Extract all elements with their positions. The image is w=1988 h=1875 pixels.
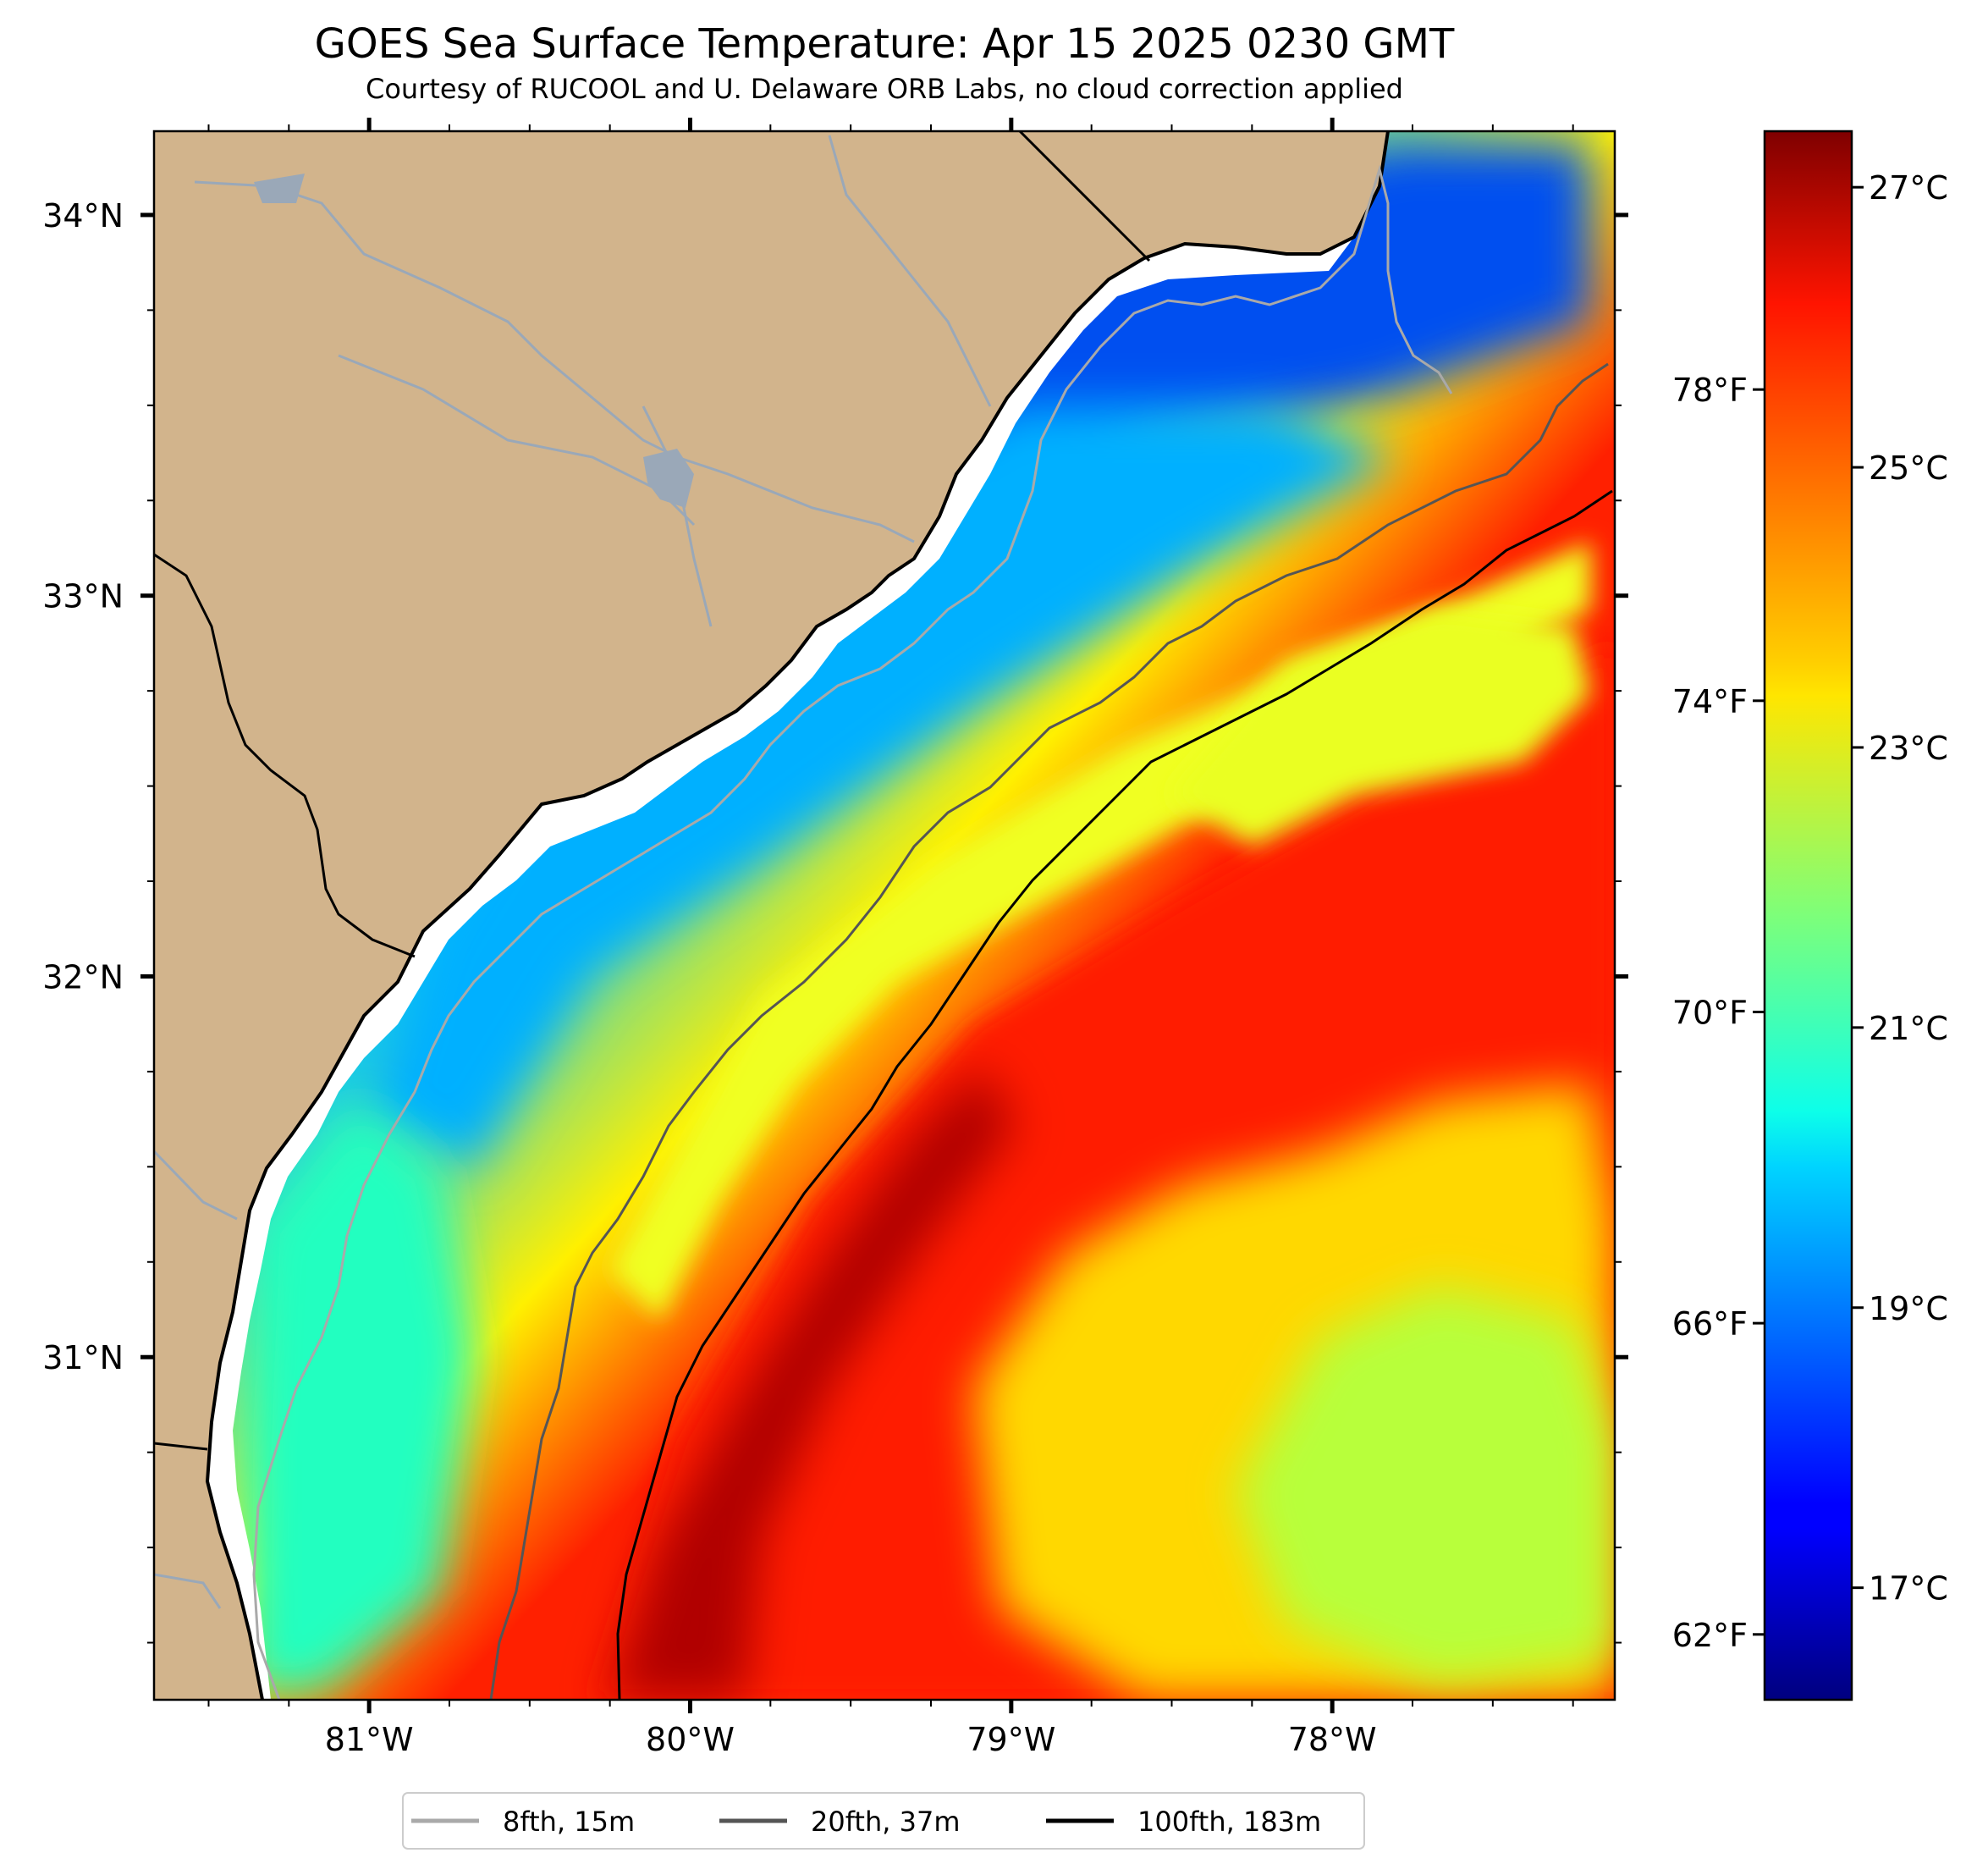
gulf-stream-warm-core <box>609 1067 1016 1700</box>
celsius-tick-label: 17°C <box>1869 1570 1948 1608</box>
lon-tick-label: 80°W <box>646 1721 735 1758</box>
celsius-tick-label: 23°C <box>1869 730 1948 767</box>
fahrenheit-tick-label: 70°F <box>1672 994 1748 1031</box>
river-4 <box>642 405 713 627</box>
celsius-tick-label: 19°C <box>1869 1290 1948 1327</box>
isobath-20fth <box>489 362 1609 1700</box>
isobath-8fth <box>252 164 1453 1700</box>
legend-label-8fth: 8fth, 15m <box>503 1806 635 1838</box>
lon-tick-label: 79°W <box>966 1721 1055 1758</box>
fahrenheit-tick-label: 74°F <box>1672 683 1748 720</box>
isobath-100fth <box>616 489 1613 1700</box>
reservoir-2 <box>254 174 305 203</box>
sc-ga-border <box>154 553 416 958</box>
offshore-green-eddy <box>1236 1287 1615 1685</box>
fahrenheit-tick-label: 66°F <box>1672 1305 1748 1343</box>
map-ticks: 81°W 80°W 79°W 78°W 34°N 33°N 32°N 31°N <box>42 118 1628 1758</box>
land-area <box>154 131 1388 1700</box>
celsius-tick-label: 27°C <box>1869 169 1948 207</box>
isobaths <box>252 164 1613 1700</box>
northeast-yellow-eddy <box>1168 609 1591 847</box>
coastline <box>205 131 1390 1700</box>
legend-label-20fth: 20fth, 37m <box>811 1806 960 1838</box>
celsius-tick-label: 25°C <box>1869 449 1948 487</box>
river-1 <box>194 180 915 543</box>
sst-map <box>154 131 1615 1700</box>
fahrenheit-tick-label: 78°F <box>1672 372 1748 409</box>
legend-label-100fth: 100fth, 183m <box>1137 1806 1321 1838</box>
lat-tick-label: 34°N <box>42 197 124 234</box>
state-borders <box>154 131 1151 1451</box>
lon-tick-label: 81°W <box>325 1721 414 1758</box>
nearshore-green-water <box>245 1100 474 1693</box>
map-subtitle: Courtesy of RUCOOL and U. Delaware ORB L… <box>366 73 1403 105</box>
lat-tick-label: 33°N <box>42 578 124 615</box>
fahrenheit-tick-label: 62°F <box>1672 1617 1748 1654</box>
shelf-cyan-water <box>364 406 1396 1168</box>
lat-tick-label: 31°N <box>42 1339 124 1376</box>
river-6 <box>154 1573 222 1609</box>
river-5 <box>154 1150 238 1221</box>
colorbar <box>1763 130 1853 1701</box>
sst-temperature-patches <box>245 144 1615 1700</box>
lat-tick-label: 32°N <box>42 958 124 995</box>
celsius-tick-label: 21°C <box>1869 1010 1948 1047</box>
map-title: GOES Sea Surface Temperature: Apr 15 202… <box>315 20 1455 68</box>
ga-fl-border <box>154 1442 208 1451</box>
lon-tick-label: 78°W <box>1288 1721 1377 1758</box>
legend-box <box>402 1792 1365 1850</box>
colorbar-ticks: 27°C 25°C 23°C 21°C 19°C 17°C 78°F 74°F 70°F 66°F… <box>1672 169 1948 1654</box>
reservoir <box>643 449 694 508</box>
isobath-legend: 8fth, 15m 20fth, 37m 100fth, 183m <box>402 1792 1365 1850</box>
map-frame <box>152 130 1616 1701</box>
river-3 <box>828 135 992 407</box>
nc-sc-border <box>1018 131 1151 262</box>
